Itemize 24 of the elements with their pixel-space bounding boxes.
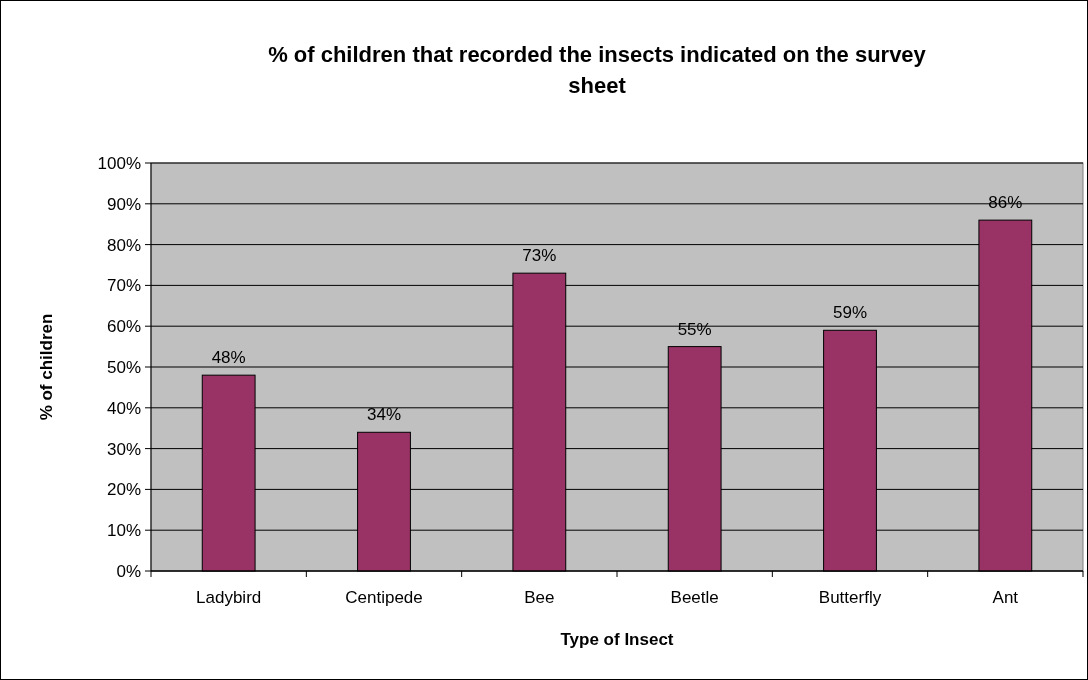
y-tick-label: 80% bbox=[106, 235, 141, 255]
x-tick-label: Ladybird bbox=[196, 588, 262, 607]
data-label: 34% bbox=[366, 405, 402, 425]
y-tick-label: 50% bbox=[106, 357, 141, 377]
y-tick-label: 40% bbox=[106, 398, 141, 418]
y-tick-label: 30% bbox=[106, 439, 141, 459]
x-tick-label: Butterfly bbox=[818, 588, 882, 607]
x-tick-label: Ant bbox=[992, 588, 1019, 607]
y-tick-label: 70% bbox=[106, 276, 141, 296]
data-label: 73% bbox=[522, 246, 557, 266]
y-tick-label: 90% bbox=[106, 194, 141, 214]
y-axis-title: % of children bbox=[37, 313, 56, 421]
data-label: 48% bbox=[211, 348, 246, 368]
y-tick-label: 0% bbox=[116, 561, 141, 581]
x-tick-label: Bee bbox=[524, 588, 555, 607]
y-tick-label: 10% bbox=[106, 521, 141, 541]
y-tick-label: 100% bbox=[97, 153, 141, 173]
x-tick-label: Centipede bbox=[345, 588, 423, 607]
x-tick-label: Beetle bbox=[670, 588, 719, 607]
y-tick-label: 20% bbox=[106, 480, 141, 500]
data-label: 59% bbox=[832, 303, 868, 323]
y-tick-label: 60% bbox=[106, 317, 141, 337]
x-axis-title: Type of Insect bbox=[560, 630, 674, 649]
chart-title: % of children that recorded the insects indicated on the survey sheet bbox=[268, 42, 927, 98]
